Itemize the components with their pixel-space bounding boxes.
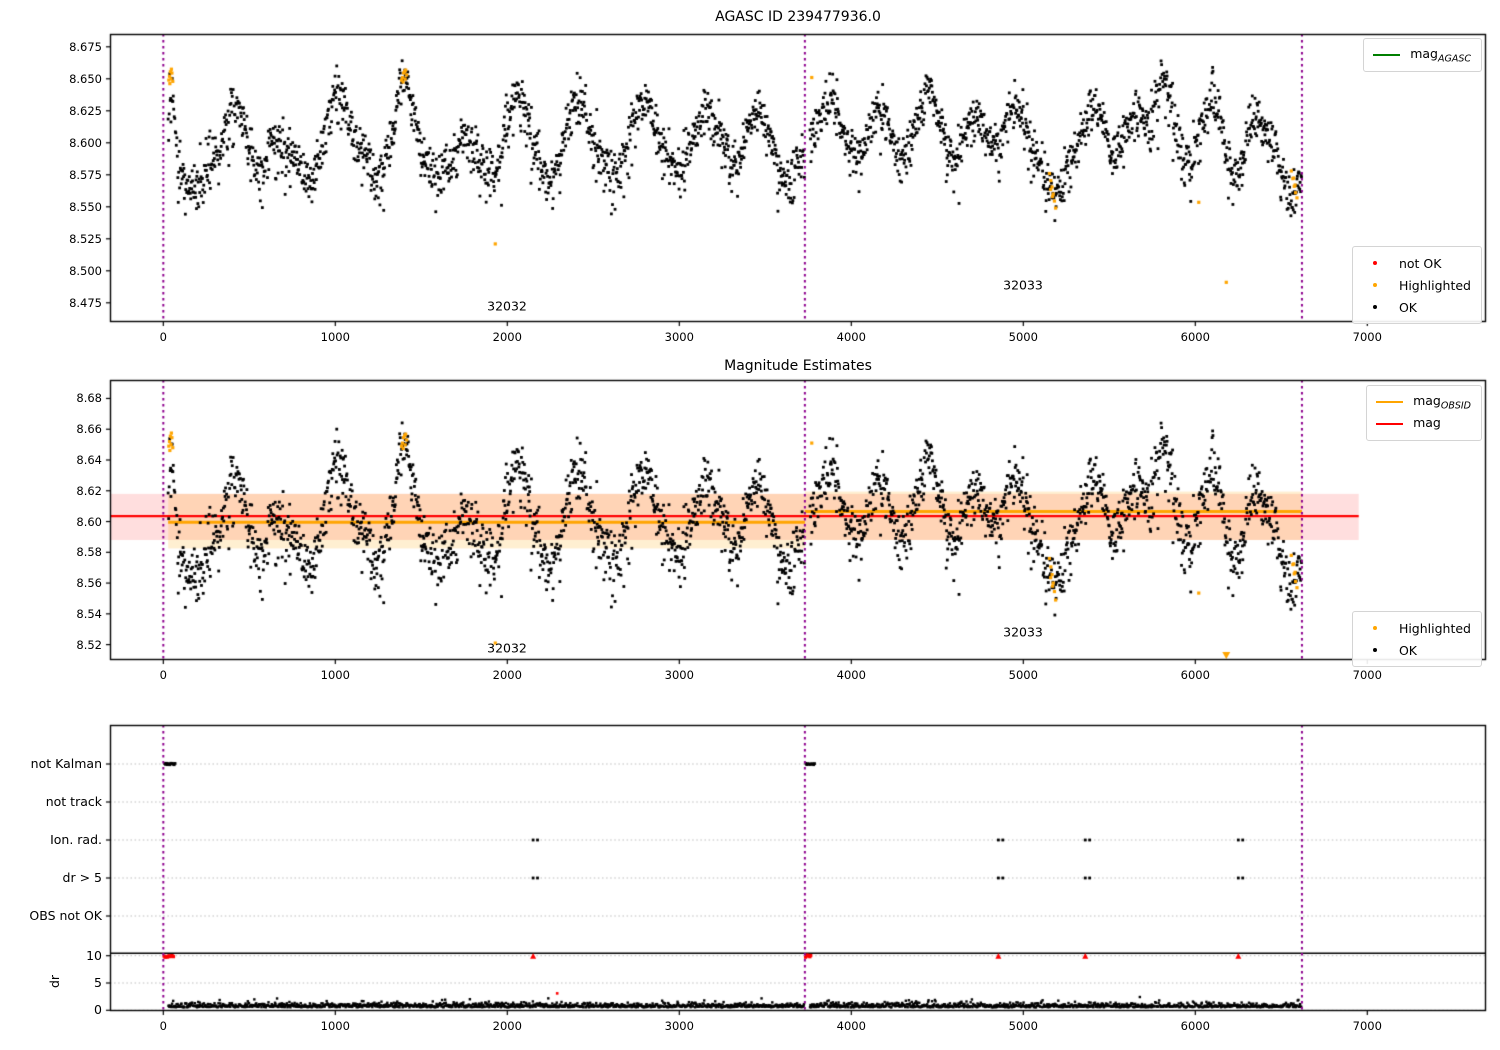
flag-category-label: OBS not OK <box>29 908 102 923</box>
y-tick-label: 8.575 <box>69 167 102 182</box>
legend-mid-markers: Highlighted OK <box>1351 611 1482 667</box>
legend-label: Highlighted <box>1398 277 1471 293</box>
y-tick-label: 8.650 <box>69 71 102 86</box>
y-tick-label: 8.64 <box>76 453 102 467</box>
legend-mid-lines: magOBSID mag <box>1366 385 1482 441</box>
x-tick-label: 3000 <box>664 668 694 682</box>
y-tick-label: 8.52 <box>76 637 102 652</box>
x-tick-label: 6000 <box>1180 330 1210 344</box>
legend-mag-agasc: magAGASC <box>1363 38 1482 72</box>
y-tick-label: 8.475 <box>69 295 102 310</box>
black-dot-swatch <box>1362 648 1389 652</box>
legend-label: Highlighted <box>1398 620 1471 636</box>
x-tick-label: 3000 <box>664 1019 694 1033</box>
legend-label: OK <box>1398 642 1417 658</box>
y-tick-label: 8.550 <box>69 199 102 214</box>
y-tick-label: 8.54 <box>76 606 102 621</box>
orange-dot-swatch <box>1362 626 1389 630</box>
orange-line-swatch <box>1376 401 1404 403</box>
green-line-swatch <box>1373 54 1401 56</box>
x-tick-label: 4000 <box>836 330 866 344</box>
y-tick-label: 8.62 <box>76 483 102 498</box>
legend-label: magOBSID <box>1413 392 1471 412</box>
y-tick-label: 8.675 <box>69 39 102 54</box>
obsid-label-32032-top: 32032 <box>487 298 527 314</box>
x-tick-label: 5000 <box>1008 668 1038 682</box>
legend-entry-mag: mag <box>1376 413 1471 435</box>
orange-dot-swatch <box>1362 283 1389 287</box>
legend-label: OK <box>1398 299 1417 315</box>
legend-entry-mag-obsid: magOBSID <box>1376 391 1471 413</box>
x-tick-label: 7000 <box>1352 668 1382 682</box>
y-tick-label: 8.60 <box>76 514 102 529</box>
y-tick-label: 8.600 <box>69 135 102 150</box>
x-tick-label: 4000 <box>836 1019 866 1033</box>
dr-tick-label: 0 <box>94 1002 102 1018</box>
flag-category-label: dr > 5 <box>62 870 102 885</box>
x-tick-label: 1000 <box>320 1019 350 1033</box>
flag-category-label: not Kalman <box>30 756 102 771</box>
legend-entry-mag-agasc: magAGASC <box>1373 44 1471 66</box>
x-tick-label: 7000 <box>1352 1019 1382 1033</box>
x-tick-label: 0 <box>159 668 167 682</box>
x-tick-label: 2000 <box>492 1019 522 1033</box>
legend-entry-ok: OK <box>1362 296 1471 318</box>
legend-entry-not-ok: not OK <box>1362 252 1471 274</box>
dr-tick-label: 5 <box>94 975 102 990</box>
y-tick-label: 8.625 <box>69 103 102 118</box>
x-tick-label: 1000 <box>320 668 350 682</box>
x-tick-label: 6000 <box>1180 1019 1210 1033</box>
legend-label: mag <box>1413 414 1441 430</box>
mid-plot-title: Magnitude Estimates <box>724 358 872 374</box>
red-dot-swatch <box>1362 261 1389 265</box>
flag-category-label: Ion. rad. <box>50 832 102 847</box>
x-tick-label: 2000 <box>492 668 522 682</box>
black-dot-swatch <box>1362 305 1389 309</box>
x-tick-label: 0 <box>159 330 167 344</box>
x-tick-label: 7000 <box>1352 330 1382 344</box>
legend-entry-highlighted: Highlighted <box>1362 617 1471 639</box>
legend-label: not OK <box>1398 255 1442 271</box>
x-tick-label: 5000 <box>1008 1019 1038 1033</box>
flag-category-label: not track <box>45 794 102 809</box>
obsid-label-32033-top: 32033 <box>1003 277 1043 293</box>
obsid-label-32033-mid: 32033 <box>1003 624 1043 640</box>
obsid-label-32032-mid: 32032 <box>487 640 527 656</box>
x-tick-label: 2000 <box>492 330 522 344</box>
dr-tick-label: 10 <box>86 947 102 963</box>
y-tick-label: 8.68 <box>76 391 102 406</box>
y-tick-label: 8.58 <box>76 545 102 560</box>
y-tick-label: 8.66 <box>76 422 102 437</box>
x-tick-label: 6000 <box>1180 668 1210 682</box>
red-line-swatch <box>1376 423 1404 425</box>
x-tick-label: 5000 <box>1008 330 1038 344</box>
y-tick-label: 8.525 <box>69 231 102 246</box>
x-tick-label: 0 <box>159 1019 167 1033</box>
x-tick-label: 1000 <box>320 330 350 344</box>
y-tick-label: 8.500 <box>69 263 102 278</box>
top-plot-title: AGASC ID 239477936.0 <box>715 9 881 25</box>
legend-entry-ok: OK <box>1362 639 1471 661</box>
legend-entry-highlighted: Highlighted <box>1362 274 1471 296</box>
legend-label: magAGASC <box>1410 45 1471 65</box>
y-tick-label: 8.56 <box>76 576 102 591</box>
x-tick-label: 3000 <box>664 330 694 344</box>
legend-top-markers: not OK Highlighted OK <box>1351 246 1482 324</box>
x-tick-label: 4000 <box>836 668 866 682</box>
